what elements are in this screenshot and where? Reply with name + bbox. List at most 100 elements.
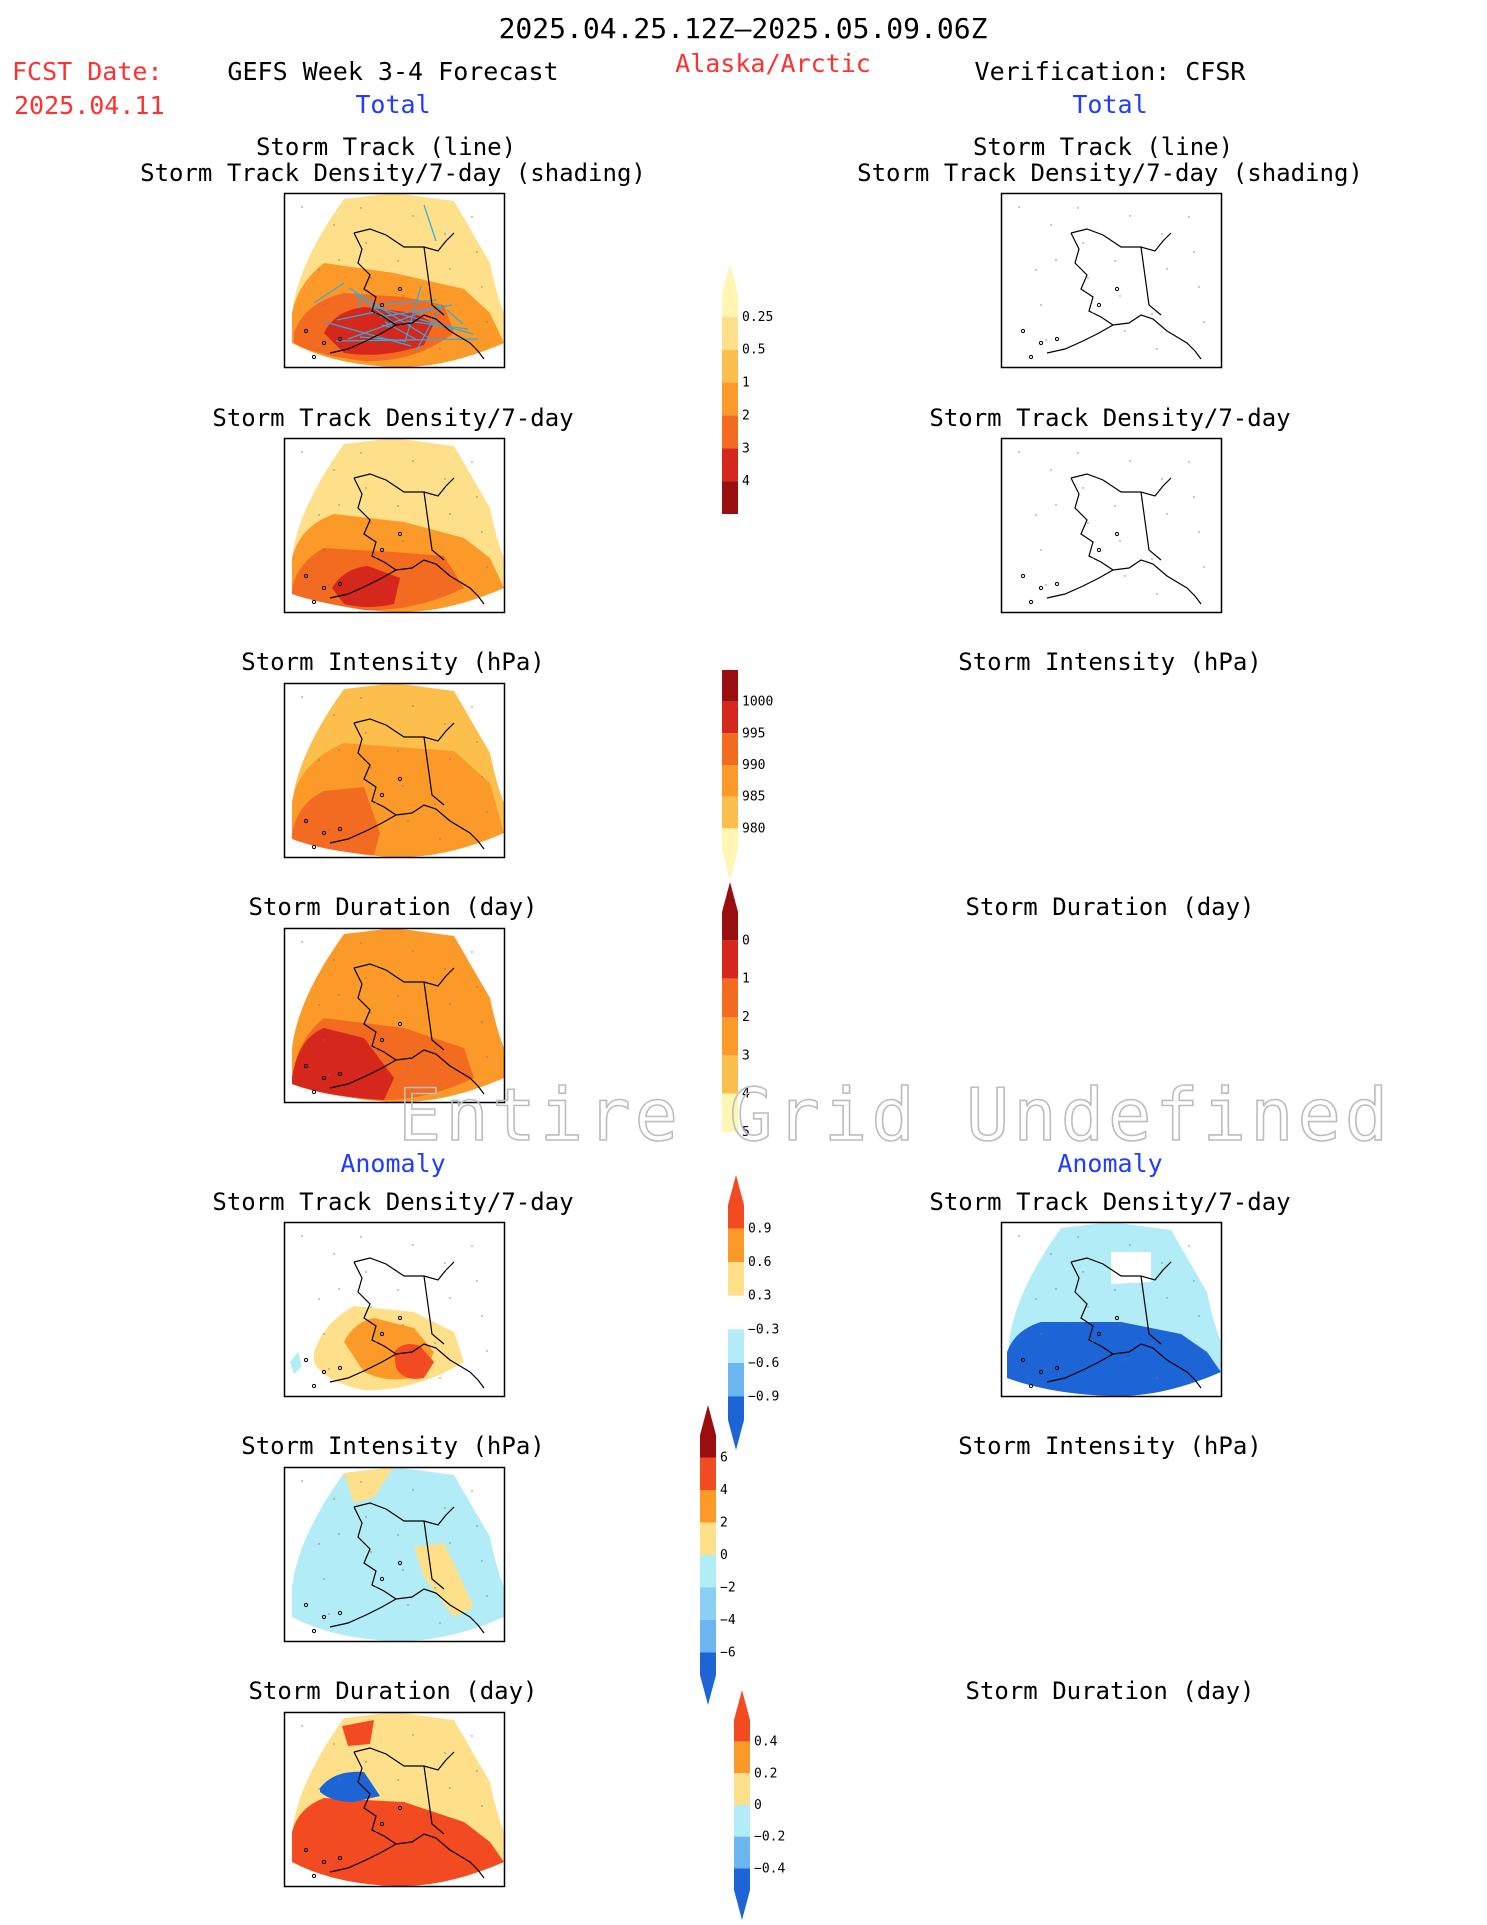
title-intensity-right: Storm Intensity (hPa) (958, 648, 1261, 676)
grid-dot (365, 732, 367, 734)
grid-dot (449, 513, 451, 515)
colorbar-tick-label: −0.6 (748, 1356, 779, 1371)
grid-dot (1151, 1342, 1153, 1344)
colorbar-segment (734, 1690, 750, 1742)
coastline-north (1070, 228, 1172, 252)
grid-dot (338, 749, 340, 751)
map-forecast-total-intensity (283, 682, 506, 859)
grid-dot (370, 1012, 372, 1014)
map-verification-anomaly-density (1000, 1221, 1223, 1398)
colorbar-segment (722, 349, 738, 383)
shading-region-1 (344, 1467, 394, 1503)
shading-region-2 (320, 1771, 380, 1802)
grid-dot (1035, 1298, 1037, 1300)
map-frame (283, 437, 506, 614)
island (337, 336, 343, 342)
grid-dot (402, 540, 404, 542)
coastline-north (353, 473, 455, 497)
grid-dot (407, 1359, 409, 1361)
grid-dot (434, 313, 436, 315)
grid-dot (1045, 339, 1047, 341)
map-frame (283, 927, 506, 1104)
island (1096, 547, 1102, 553)
map-forecast-total-track (283, 192, 506, 369)
colorbar-segment (734, 1868, 750, 1920)
grid-dot (1151, 313, 1153, 315)
island (337, 826, 343, 832)
grid-dot (471, 1490, 473, 1492)
grid-dot (1092, 557, 1094, 559)
coastline-north (353, 1502, 455, 1526)
grid-dot (412, 1489, 414, 1491)
grid-dot (333, 224, 335, 226)
grid-dot (318, 1788, 320, 1790)
island (321, 1369, 327, 1375)
island (303, 328, 309, 334)
grid-dot (338, 1288, 340, 1290)
colorbar-forecast-anomaly-duration: 0.4 0.2 0 −0.2 −0.4 (734, 1690, 785, 1920)
map-verification-total-track (1000, 192, 1223, 369)
grid-dot (323, 1333, 325, 1335)
grid-dot (439, 593, 441, 595)
grid-dot (1166, 268, 1168, 270)
grid-dot (486, 1840, 488, 1842)
island (311, 1628, 317, 1634)
peninsula-coast (1046, 569, 1114, 599)
border-line (423, 1765, 445, 1835)
grid-dot (1193, 251, 1195, 253)
grid-dot (397, 995, 399, 997)
island (337, 1365, 343, 1371)
grid-dot (476, 1280, 478, 1282)
island (337, 1071, 343, 1077)
island (321, 1614, 327, 1620)
colorbar-tick-label: 4 (742, 474, 750, 489)
island (1114, 286, 1120, 292)
grid-dot (412, 1734, 414, 1736)
colorbar-tick-label: 0 (742, 933, 750, 948)
colorbar-tick-label: 2 (742, 1010, 750, 1025)
grid-dot (360, 1726, 362, 1728)
colorbar-segment (722, 978, 738, 1017)
fcst-date-label: FCST Date: (12, 57, 163, 86)
grid-dot (1129, 215, 1131, 217)
colorbar-tick-label: 0 (754, 1798, 762, 1813)
grid-dot (1045, 1368, 1047, 1370)
map-forecast-anomaly-density (283, 1221, 506, 1398)
grid-dot (486, 566, 488, 568)
colorbar-tick-label: −0.2 (754, 1830, 785, 1845)
colorbar-segment (700, 1587, 716, 1620)
island (311, 844, 317, 850)
map-frame (283, 1711, 506, 1888)
colorbar-tick-label: 0.25 (742, 310, 773, 325)
storm-track-lines (313, 204, 479, 352)
grid-dot (407, 820, 409, 822)
island (1028, 599, 1034, 605)
grid-dot (407, 1065, 409, 1067)
island (379, 1331, 385, 1337)
title-track-line-right: Storm Track (line) (973, 133, 1233, 161)
map-frame (283, 1466, 506, 1643)
grid-dot (471, 1245, 473, 1247)
grid-dot (338, 1533, 340, 1535)
storm-track-line (370, 305, 474, 335)
colorbar-segment (734, 1805, 750, 1837)
grid-dot (1035, 514, 1037, 516)
colorbar-segment (722, 1093, 738, 1132)
island (397, 1560, 403, 1566)
grid-dot (318, 1298, 320, 1300)
island (1028, 354, 1034, 360)
grid-dot (370, 1796, 372, 1798)
grid-dot (402, 785, 404, 787)
grid-dot (328, 584, 330, 586)
border-line (423, 246, 445, 316)
shading-region-2 (292, 787, 380, 855)
grid-dot (1166, 1297, 1168, 1299)
border-line (423, 1520, 445, 1590)
grid-dot (1082, 242, 1084, 244)
shading-region-2 (1111, 1252, 1151, 1284)
grid-dot (471, 951, 473, 953)
grid-dot (449, 1787, 451, 1789)
island (379, 547, 385, 553)
island (321, 1075, 327, 1081)
grid-dot (1203, 1350, 1205, 1352)
